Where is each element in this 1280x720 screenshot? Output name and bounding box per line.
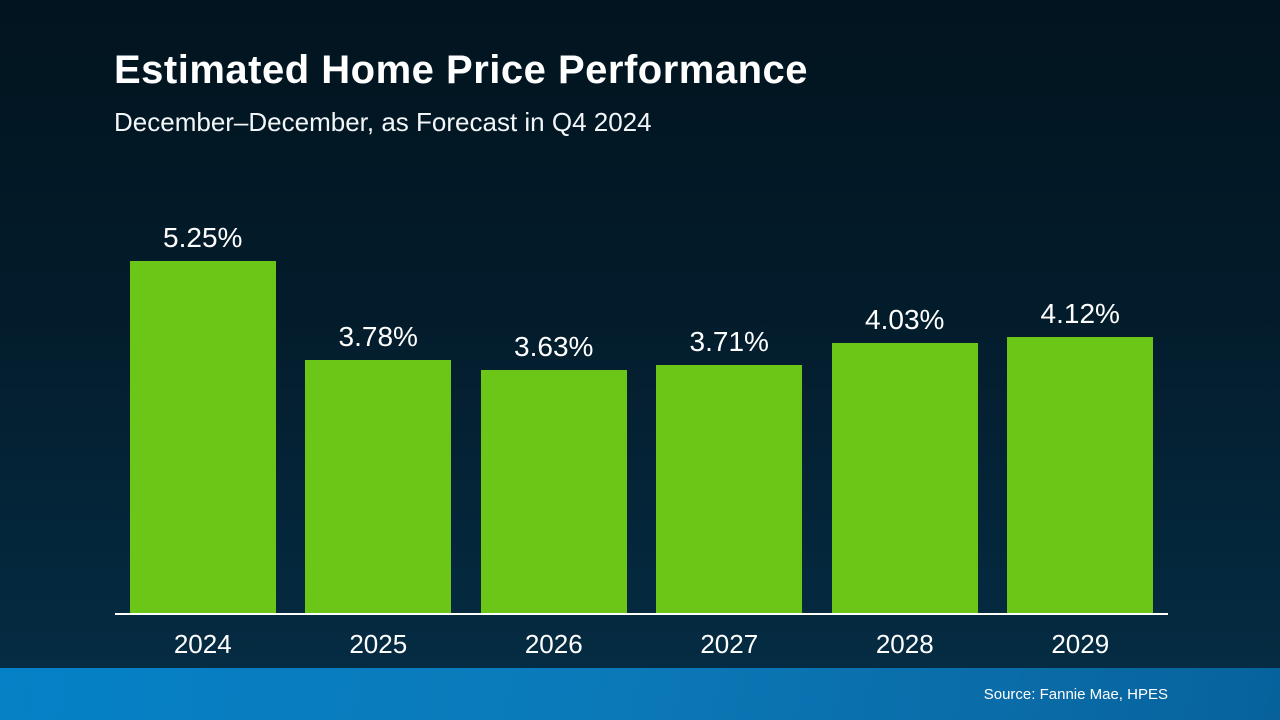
bar-group-2028: 4.03%: [817, 210, 993, 614]
bar-rect: [1007, 337, 1154, 614]
bar-chart: 5.25% 3.78% 3.63% 3.71% 4.03% 4.12%: [115, 210, 1168, 614]
bar-value-label: 5.25%: [163, 222, 243, 253]
x-axis-labels: 2024 2025 2026 2027 2028 2029: [115, 629, 1168, 660]
x-axis-tick-label: 2027: [700, 629, 759, 659]
bar-value-label: 3.63%: [514, 331, 594, 362]
source-attribution: Source: Fannie Mae, HPES: [983, 685, 1168, 703]
bar-group-2026: 3.63%: [466, 210, 642, 614]
bar-group-2025: 3.78%: [291, 210, 467, 614]
x-axis-tick-label: 2025: [349, 629, 408, 659]
x-axis-tick-label: 2029: [1051, 629, 1110, 659]
bar-value-label: 4.03%: [865, 304, 945, 335]
bar-group-2029: 4.12%: [993, 210, 1169, 614]
x-axis-line: [115, 613, 1168, 615]
x-axis-tick-label: 2028: [875, 629, 934, 659]
bar-rect: [656, 365, 803, 614]
bar-group-2027: 3.71%: [642, 210, 818, 614]
footer-band: Source: Fannie Mae, HPES: [0, 668, 1280, 720]
bar-rect: [831, 343, 978, 614]
x-axis-tick-label: 2026: [524, 629, 583, 659]
bar-value-label: 4.12%: [1040, 298, 1120, 329]
header: Estimated Home Price Performance Decembe…: [114, 48, 808, 138]
bar-rect: [480, 370, 627, 614]
x-axis-tick-label: 2024: [173, 629, 232, 659]
bar-rect: [129, 261, 276, 614]
bar-value-label: 3.71%: [689, 326, 769, 357]
bar-value-label: 3.78%: [338, 321, 418, 352]
bar-group-2024: 5.25%: [115, 210, 291, 614]
bar-rect: [305, 360, 452, 614]
page-title: Estimated Home Price Performance: [114, 48, 809, 92]
page-subtitle: December–December, as Forecast in Q4 202…: [114, 107, 652, 137]
